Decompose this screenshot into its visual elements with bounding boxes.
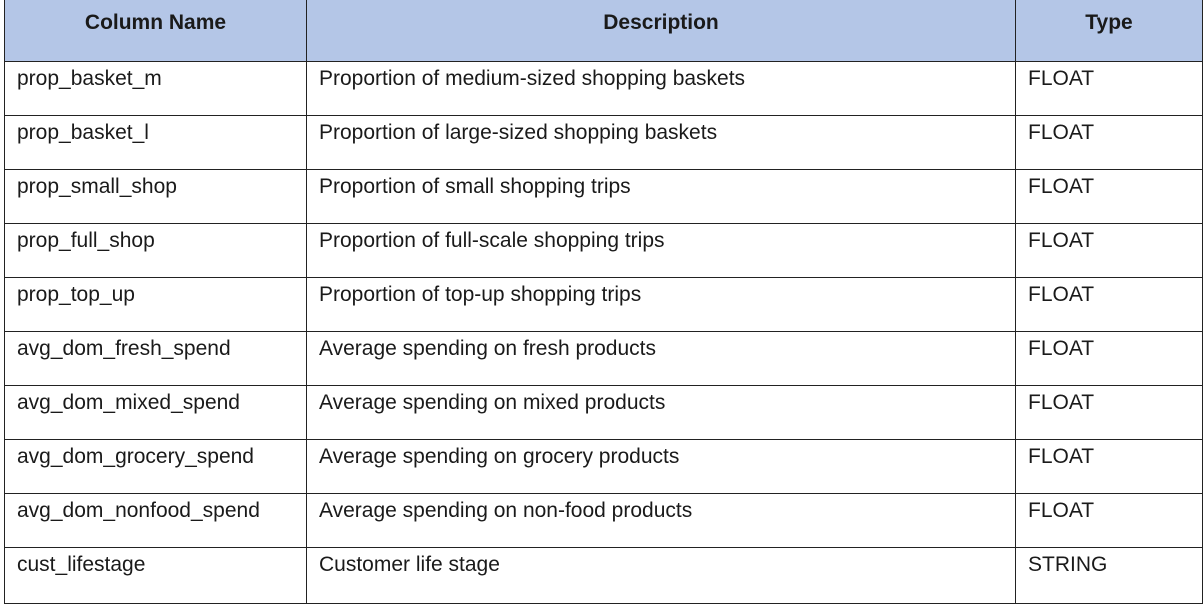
description-cell: Proportion of top-up shopping trips [306,277,1016,332]
type-cell: STRING [1015,547,1203,604]
description-cell: Proportion of large-sized shopping baske… [306,115,1016,170]
description-cell: Proportion of small shopping trips [306,169,1016,224]
type-cell: FLOAT [1015,223,1203,278]
type-cell: FLOAT [1015,61,1203,116]
table-row: avg_dom_grocery_spend Average spending o… [4,439,1203,494]
description-cell: Proportion of medium-sized shopping bask… [306,61,1016,116]
description-cell: Average spending on mixed products [306,385,1016,440]
header-row: Column Name Description Type [4,0,1203,62]
description-cell: Average spending on grocery products [306,439,1016,494]
table-row: avg_dom_nonfood_spend Average spending o… [4,493,1203,548]
description-header: Description [306,0,1016,62]
type-cell: FLOAT [1015,439,1203,494]
description-cell: Customer life stage [306,547,1016,604]
column-name-cell: avg_dom_mixed_spend [4,385,307,440]
table-row: prop_full_shop Proportion of full-scale … [4,223,1203,278]
table-row: avg_dom_fresh_spend Average spending on … [4,331,1203,386]
column-name-cell: prop_full_shop [4,223,307,278]
type-cell: FLOAT [1015,277,1203,332]
column-name-cell: prop_basket_l [4,115,307,170]
description-cell: Average spending on fresh products [306,331,1016,386]
table-header: Column Name Description Type [4,0,1203,62]
column-name-cell: avg_dom_grocery_spend [4,439,307,494]
column-name-header: Column Name [4,0,307,62]
description-cell: Average spending on non-food products [306,493,1016,548]
table-row: prop_top_up Proportion of top-up shoppin… [4,277,1203,332]
table-row: prop_small_shop Proportion of small shop… [4,169,1203,224]
type-cell: FLOAT [1015,385,1203,440]
column-name-cell: prop_small_shop [4,169,307,224]
table-row: prop_basket_m Proportion of medium-sized… [4,61,1203,116]
description-cell: Proportion of full-scale shopping trips [306,223,1016,278]
column-name-cell: prop_basket_m [4,61,307,116]
table-row: cust_lifestage Customer life stage STRIN… [4,547,1203,604]
table-row: prop_basket_l Proportion of large-sized … [4,115,1203,170]
schema-table: Column Name Description Type prop_basket… [4,0,1203,604]
column-name-cell: avg_dom_fresh_spend [4,331,307,386]
column-name-cell: cust_lifestage [4,547,307,604]
type-header: Type [1015,0,1203,62]
table-row: avg_dom_mixed_spend Average spending on … [4,385,1203,440]
type-cell: FLOAT [1015,493,1203,548]
type-cell: FLOAT [1015,169,1203,224]
table-body: prop_basket_m Proportion of medium-sized… [4,61,1203,604]
column-name-cell: prop_top_up [4,277,307,332]
column-name-cell: avg_dom_nonfood_spend [4,493,307,548]
type-cell: FLOAT [1015,331,1203,386]
type-cell: FLOAT [1015,115,1203,170]
